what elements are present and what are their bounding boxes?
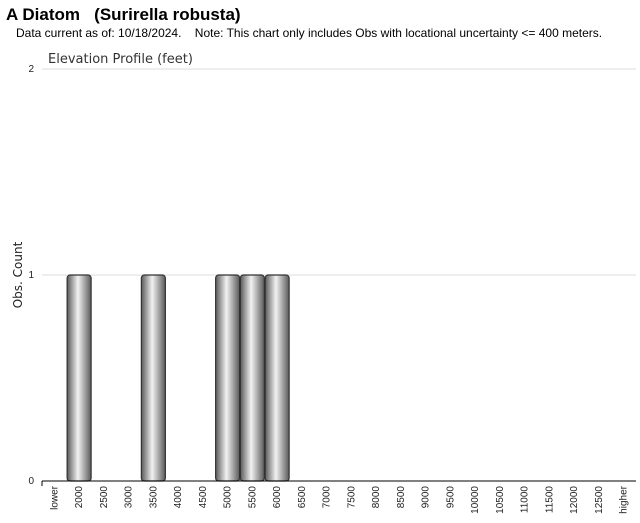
x-tick-label: 4000 <box>173 486 184 509</box>
data-note: Data current as of: 10/18/2024. Note: Th… <box>16 26 603 40</box>
x-tick-label: 12000 <box>569 486 580 514</box>
y-tick-label: 0 <box>28 476 34 487</box>
grid-lines <box>42 68 636 276</box>
x-tick-label: 10500 <box>495 486 506 514</box>
x-tick-label: 11500 <box>544 486 555 514</box>
x-tick-label: 9000 <box>421 486 432 509</box>
x-tick-label: 2000 <box>74 486 85 509</box>
axes <box>41 480 636 486</box>
x-tick-label: higher <box>619 485 630 513</box>
x-tick-label: 6000 <box>272 486 283 509</box>
chart-title: Elevation Profile (feet) <box>48 52 193 67</box>
bars <box>66 274 290 482</box>
x-tick-label: 2500 <box>99 486 110 509</box>
x-tick-label: 6500 <box>297 486 308 509</box>
x-tick-label: 3000 <box>124 486 135 509</box>
page-title: A Diatom (Surirella robusta) <box>6 5 241 24</box>
x-tick-label: 11000 <box>520 486 531 514</box>
x-tick-label: 8000 <box>371 486 382 509</box>
x-ticks: lower 2000 2500 3000 3500 4000 4500 5000 5500 600… <box>49 485 629 513</box>
x-tick-label: 4500 <box>198 486 209 509</box>
x-tick-label: 12500 <box>594 486 605 514</box>
bar <box>239 274 265 482</box>
bar <box>215 274 241 482</box>
x-tick-label: 7000 <box>322 486 333 509</box>
x-tick-label: 5500 <box>247 486 258 509</box>
x-tick-label: 3500 <box>148 486 159 509</box>
x-tick-label: 5000 <box>223 486 234 509</box>
y-axis-label: Obs. Count <box>11 241 25 308</box>
x-tick-label: lower <box>49 485 60 510</box>
x-tick-label: 7500 <box>346 486 357 509</box>
bar <box>140 274 166 482</box>
x-tick-label: 10000 <box>470 486 481 514</box>
bar <box>66 274 92 482</box>
y-ticks: 0 1 2 <box>28 64 34 487</box>
x-tick-label: 8500 <box>396 486 407 509</box>
y-tick-label: 1 <box>28 270 34 281</box>
y-tick-label: 2 <box>28 64 34 75</box>
bar <box>264 274 290 482</box>
x-tick-label: 9500 <box>445 486 456 509</box>
